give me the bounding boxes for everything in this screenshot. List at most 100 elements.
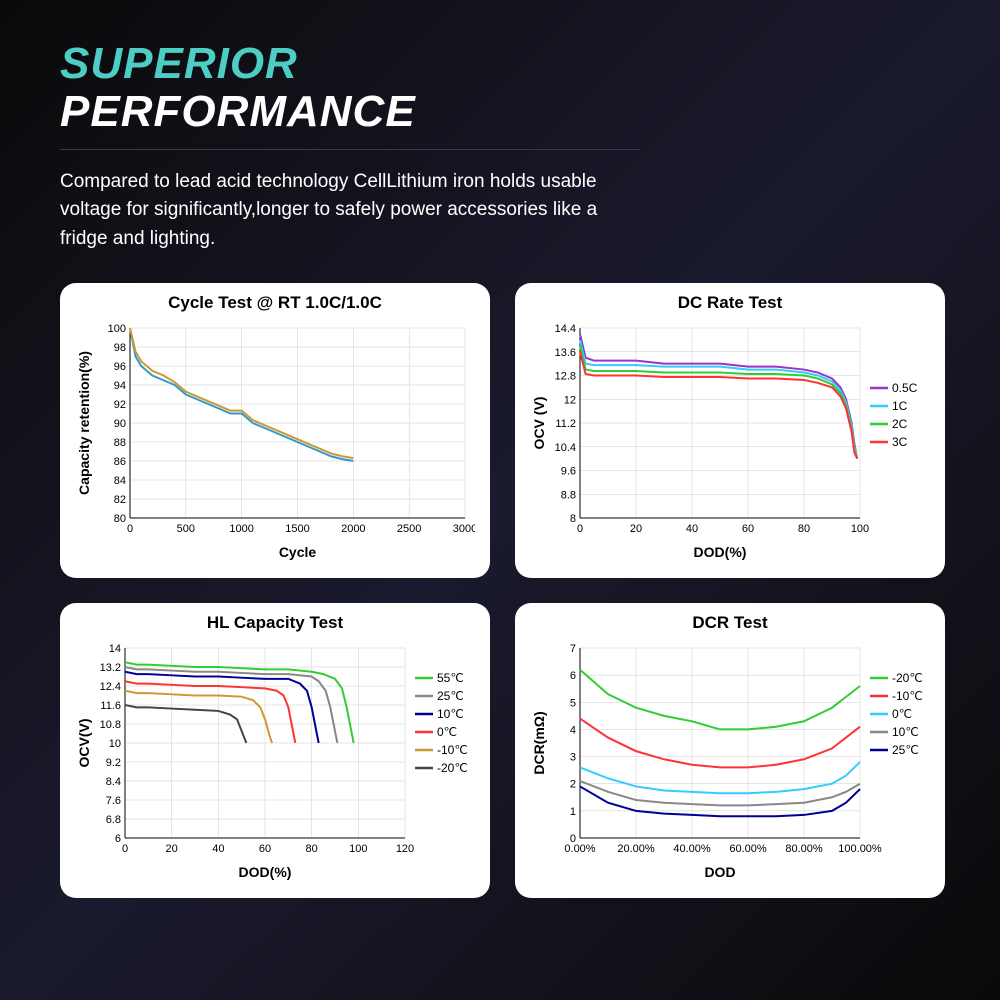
svg-text:7: 7 [570,643,576,655]
svg-text:6.8: 6.8 [106,814,121,826]
chart-title: HL Capacity Test [75,613,475,633]
svg-text:-20℃: -20℃ [437,761,468,775]
svg-text:6: 6 [570,670,576,682]
svg-text:100.00%: 100.00% [838,843,882,855]
svg-text:DOD(%): DOD(%) [694,544,747,560]
svg-text:120: 120 [396,843,414,855]
svg-text:88: 88 [114,437,126,449]
svg-text:0: 0 [127,523,133,535]
svg-text:25℃: 25℃ [437,689,464,703]
svg-text:80.00%: 80.00% [785,843,823,855]
svg-text:55℃: 55℃ [437,671,464,685]
svg-text:12.8: 12.8 [555,371,576,383]
svg-text:10.8: 10.8 [100,719,121,731]
svg-text:20: 20 [166,843,178,855]
svg-text:84: 84 [114,475,126,487]
svg-text:0℃: 0℃ [437,725,457,739]
svg-text:8: 8 [570,513,576,525]
svg-text:60.00%: 60.00% [729,843,767,855]
chart-svg: 0 500 1000 1500 2000 2500 3000 80 82 84 86 88 90 92 94… [75,318,475,563]
chart-dc-rate: DC Rate Test 0 20 40 60 80 100 8 8.8 9.6 10.4 11.2… [515,283,945,578]
svg-text:20.00%: 20.00% [617,843,655,855]
svg-text:3C: 3C [892,435,908,449]
svg-text:8.4: 8.4 [106,776,121,788]
svg-text:9.2: 9.2 [106,757,121,769]
svg-text:13.2: 13.2 [100,662,121,674]
svg-text:80: 80 [114,513,126,525]
svg-text:0.5C: 0.5C [892,381,918,395]
svg-text:5: 5 [570,698,576,710]
svg-text:14.4: 14.4 [555,323,576,335]
svg-text:2C: 2C [892,417,908,431]
svg-text:12.4: 12.4 [100,681,121,693]
svg-text:100: 100 [108,323,126,335]
svg-text:0: 0 [122,843,128,855]
svg-text:20: 20 [630,523,642,535]
chart-svg: 0.00%20.00%40.00%60.00%80.00%100.00%0123… [530,638,930,883]
svg-text:0℃: 0℃ [892,707,912,721]
svg-text:13.6: 13.6 [555,347,576,359]
svg-text:86: 86 [114,456,126,468]
svg-text:90: 90 [114,418,126,430]
svg-text:DCR(mΩ): DCR(mΩ) [531,712,547,775]
svg-text:4: 4 [570,725,576,737]
svg-text:100: 100 [851,523,869,535]
svg-text:500: 500 [177,523,195,535]
svg-text:-10℃: -10℃ [437,743,468,757]
svg-text:3: 3 [570,752,576,764]
svg-text:1500: 1500 [285,523,309,535]
svg-text:94: 94 [114,380,126,392]
svg-text:7.6: 7.6 [106,795,121,807]
page-title: SUPERIOR PERFORMANCE [60,40,940,137]
svg-text:60: 60 [259,843,271,855]
svg-text:25℃: 25℃ [892,743,919,757]
svg-text:OCV(V): OCV(V) [76,719,92,768]
svg-text:92: 92 [114,399,126,411]
svg-text:12: 12 [564,395,576,407]
svg-text:0: 0 [570,833,576,845]
chart-svg: 0 20 40 60 80 100 8 8.8 9.6 10.4 11.2 12 12.8 13.6 14.… [530,318,930,563]
svg-text:80: 80 [798,523,810,535]
chart-hl-capacity: HL Capacity Test 0 20 40 60 80 100 120 6 6.8 7.6 8… [60,603,490,898]
svg-text:8.8: 8.8 [561,490,576,502]
svg-text:40.00%: 40.00% [673,843,711,855]
svg-text:2: 2 [570,779,576,791]
svg-text:40: 40 [212,843,224,855]
svg-text:-10℃: -10℃ [892,689,923,703]
svg-text:60: 60 [742,523,754,535]
svg-text:-20℃: -20℃ [892,671,923,685]
chart-title: DCR Test [530,613,930,633]
chart-title: Cycle Test @ RT 1.0C/1.0C [75,293,475,313]
subtitle-text: Compared to lead acid technology CellLit… [60,149,640,254]
svg-text:10.4: 10.4 [555,442,576,454]
svg-text:6: 6 [115,833,121,845]
svg-text:1C: 1C [892,399,908,413]
svg-text:0: 0 [577,523,583,535]
svg-text:1000: 1000 [229,523,253,535]
svg-text:1: 1 [570,806,576,818]
chart-title: DC Rate Test [530,293,930,313]
svg-text:DOD: DOD [704,864,735,880]
svg-text:82: 82 [114,494,126,506]
title-line-1: SUPERIOR [60,40,940,88]
chart-svg: 02040608010012066.87.68.49.21010.811.612… [75,638,475,883]
svg-text:2000: 2000 [341,523,365,535]
svg-text:10℃: 10℃ [437,707,464,721]
svg-text:9.6: 9.6 [561,466,576,478]
title-line-2: PERFORMANCE [60,88,940,136]
svg-text:98: 98 [114,342,126,354]
svg-text:14: 14 [109,643,121,655]
svg-text:10℃: 10℃ [892,725,919,739]
svg-text:Cycle: Cycle [279,544,317,560]
svg-text:96: 96 [114,361,126,373]
svg-text:80: 80 [306,843,318,855]
svg-text:100: 100 [349,843,367,855]
svg-text:10: 10 [109,738,121,750]
svg-text:3000: 3000 [453,523,475,535]
svg-text:DOD(%): DOD(%) [239,864,292,880]
chart-dcr: DCR Test 0.00%20.00%40.00%60.00%80.00%10… [515,603,945,898]
svg-text:11.2: 11.2 [555,418,576,430]
svg-text:40: 40 [686,523,698,535]
svg-text:2500: 2500 [397,523,421,535]
chart-cycle-test: Cycle Test @ RT 1.0C/1.0C 0 500 1000 1500 20… [60,283,490,578]
